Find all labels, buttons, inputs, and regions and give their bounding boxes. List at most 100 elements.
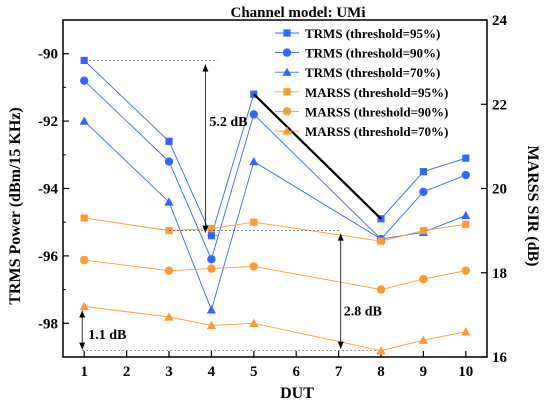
data-point [418, 335, 428, 344]
data-point [207, 255, 216, 264]
data-point [164, 312, 174, 321]
left-tick-label: -96 [38, 249, 58, 265]
annotation-arrow-head [337, 341, 344, 349]
annotation-label: 5.2 dB [209, 115, 247, 130]
data-point [462, 154, 470, 162]
series [80, 214, 470, 245]
data-point [249, 318, 259, 327]
legend-label: TRMS (threshold=95%) [305, 26, 440, 41]
series [79, 116, 471, 314]
annotation-label: 2.8 dB [344, 305, 382, 320]
right-tick-label: 16 [492, 350, 508, 366]
legend-entry: TRMS (threshold=90%) [275, 46, 440, 61]
data-point [376, 285, 386, 294]
data-point [461, 327, 471, 336]
annotation-layer: 5.2 dB 2.8 dB 1.1 dB [79, 60, 382, 352]
legend-marker [282, 67, 292, 76]
left-axis-title: TRMS Power (dBm/15 KHz) [7, 107, 24, 304]
right-tick-label: 18 [492, 266, 507, 282]
series-line [84, 217, 466, 242]
x-tick-label: 3 [165, 364, 173, 380]
legend-entry: TRMS (threshold=95%) [275, 26, 440, 41]
x-tick-label: 9 [420, 364, 428, 380]
x-tick-label: 5 [250, 364, 258, 380]
data-point [461, 170, 470, 180]
data-point [376, 346, 386, 355]
data-point [80, 56, 88, 65]
right-tick-label: 22 [492, 97, 507, 113]
legend-marker [283, 29, 291, 37]
right-axis-title: MARSS SIR (dB) [524, 146, 541, 267]
legend-label: MARSS (threshold=95%) [305, 85, 448, 100]
series-line [84, 306, 466, 352]
x-tick-label: 4 [208, 364, 216, 380]
data-point [80, 214, 88, 222]
left-tick-label: -90 [38, 47, 58, 63]
legend-label: MARSS (threshold=90%) [305, 104, 448, 119]
legend-entry: MARSS (threshold=70%) [275, 124, 448, 139]
data-point [164, 266, 174, 275]
data-point [250, 218, 258, 226]
data-point [80, 76, 89, 85]
legend-marker [282, 126, 292, 135]
legend: TRMS (threshold=95%) TRMS (threshold=90%)… [275, 26, 448, 139]
chart-title: Channel model: UMi [231, 5, 366, 21]
data-point [377, 237, 385, 245]
data-point [419, 227, 427, 235]
left-tick-label: -92 [38, 114, 58, 130]
series [80, 255, 470, 294]
data-point [164, 157, 174, 166]
x-axis-title: DUT [280, 385, 314, 402]
series-line [84, 259, 466, 291]
data-point [79, 301, 89, 311]
right-tick-label: 24 [492, 13, 508, 29]
x-tick-label: 6 [292, 364, 300, 380]
left-tick-label: -98 [38, 316, 58, 332]
data-point [419, 187, 428, 197]
x-tick-label: 1 [80, 364, 88, 380]
legend-entry: MARSS (threshold=90%) [275, 104, 448, 119]
data-point [419, 168, 427, 176]
x-tick-label: 8 [377, 364, 385, 380]
legend-label: TRMS (threshold=90%) [305, 46, 440, 61]
data-point [461, 266, 470, 275]
legend-entry: TRMS (threshold=70%) [275, 65, 440, 80]
legend-label: MARSS (threshold=70%) [305, 124, 448, 139]
series-layer [79, 56, 471, 355]
data-point [462, 220, 470, 228]
series [79, 301, 471, 355]
data-point [207, 264, 216, 273]
legend-marker [282, 48, 292, 57]
data-point [165, 137, 173, 145]
axis-ticks: 1 2 3 4 5 6 7 8 9 10 -98 -96 -94 -92 -90 16 18 20 22 24 [38, 13, 508, 380]
x-tick-label: 2 [123, 364, 131, 380]
annotation-arrow-head [202, 64, 209, 72]
data-point [461, 210, 471, 220]
annotation-arrow-head [79, 310, 86, 318]
data-point [164, 197, 174, 206]
highlight-segment [253, 93, 382, 220]
data-point [419, 274, 428, 284]
legend-entry: MARSS (threshold=95%) [275, 85, 448, 100]
data-point [206, 320, 216, 330]
x-tick-label: 10 [458, 364, 473, 380]
data-point [249, 110, 258, 119]
series-line [83, 120, 466, 312]
data-point [249, 156, 259, 166]
data-point [250, 90, 258, 98]
data-point [207, 224, 215, 233]
annotation-arrow-head [337, 233, 344, 241]
x-tick-label: 7 [335, 364, 343, 380]
legend-marker [283, 88, 291, 96]
annotation-label: 1.1 dB [88, 328, 126, 343]
annotation-arrow-head [202, 225, 209, 233]
annotation-arrow-head [79, 342, 86, 350]
data-point [206, 305, 216, 314]
legend-label: TRMS (threshold=70%) [305, 65, 440, 80]
data-point [79, 116, 89, 125]
legend-marker [282, 107, 292, 116]
right-tick-label: 20 [492, 182, 507, 198]
data-point [249, 262, 258, 271]
data-point [80, 255, 89, 265]
